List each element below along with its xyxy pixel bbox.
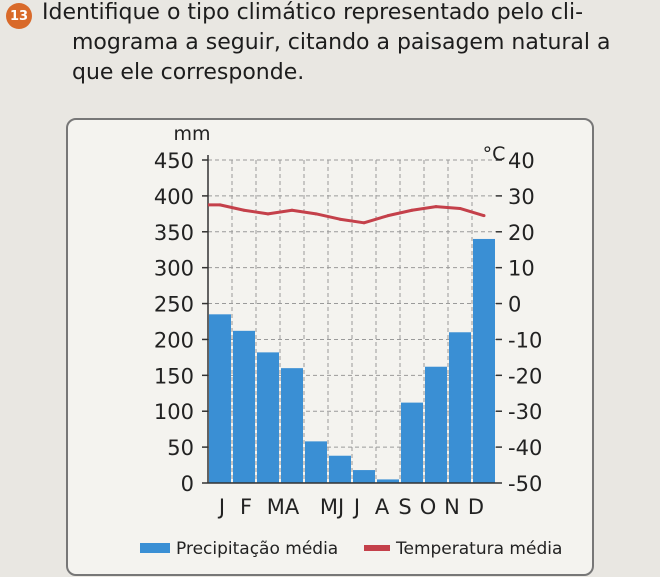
x-tick-label: O [420,495,437,519]
left-tick-label: 350 [154,221,194,245]
question-line-3: que ele corresponde. [72,60,305,85]
x-tick-label: J [352,495,360,519]
legend-precipitation-swatch [140,543,170,553]
precipitation-bar [401,402,423,483]
temperature-point [434,205,438,209]
x-tick-label: MA [267,495,300,519]
x-tick-label: D [468,495,484,519]
left-tick-label: 400 [154,185,194,209]
right-tick-label: 0 [508,293,521,317]
temperature-line [208,203,485,225]
question-number-badge: 13 [6,3,32,29]
temperature-point [338,217,342,221]
precipitation-bar [209,314,231,483]
temperature-point [458,206,462,210]
question-line-2: mograma a seguir, citando a paisagem nat… [72,30,611,55]
right-axis-unit: °C [483,143,506,165]
legend-temperature-label: Temperatura média [395,539,562,559]
climate-chart-panel [66,118,594,576]
axes-layer [202,155,502,484]
precipitation-bar [473,238,495,483]
precipitation-bar [233,330,255,483]
x-tick-label: MJ [320,495,344,519]
precipitation-bar [257,352,279,483]
labels-layer: 450400350300250200150100500403020100-10-… [154,123,542,519]
precipitation-bar [329,455,351,483]
left-tick-label: 150 [154,364,194,388]
left-tick-label: 100 [154,400,194,424]
question-line-1: Identifique o tipo climático representad… [42,0,584,25]
right-tick-label: -40 [508,436,542,460]
left-tick-label: 300 [154,257,194,281]
temperature-point [482,214,486,218]
precipitation-bars [209,238,495,483]
left-tick-label: 0 [181,472,194,496]
left-axis-unit: mm [173,123,210,145]
temperature-point [314,212,318,216]
precipitation-bar [449,332,471,483]
left-tick-label: 450 [154,149,194,173]
precipitation-bar [353,470,375,483]
x-tick-label: A [375,495,390,519]
left-tick-label: 250 [154,293,194,317]
x-tick-label: S [398,495,411,519]
precipitation-bar [305,441,327,483]
legend-precipitation-label: Precipitação média [176,539,338,559]
right-tick-label: -20 [508,364,542,388]
temperature-point [410,208,414,212]
right-tick-label: -10 [508,328,542,352]
temperature-point [266,212,270,216]
temperature-point [218,203,222,207]
left-tick-label: 50 [167,436,194,460]
right-tick-label: 40 [508,149,535,173]
legend-temperature-swatch [364,545,390,551]
temperature-point [242,208,246,212]
precipitation-bar [281,368,303,483]
right-tick-label: -30 [508,400,542,424]
x-tick-label: J [217,495,225,519]
temperature-point [290,208,294,212]
right-tick-label: -50 [508,472,542,496]
precipitation-bar [377,479,399,483]
x-tick-label: F [240,495,252,519]
temperature-point [362,221,366,225]
left-tick-label: 200 [154,328,194,352]
temperature-line-layer [208,203,486,225]
right-tick-label: 30 [508,185,535,209]
temperature-point [386,214,390,218]
right-tick-label: 10 [508,257,535,281]
precipitation-bar [425,366,447,483]
x-tick-label: N [444,495,460,519]
legend: Precipitação média Temperatura média [140,539,562,559]
right-tick-label: 20 [508,221,535,245]
